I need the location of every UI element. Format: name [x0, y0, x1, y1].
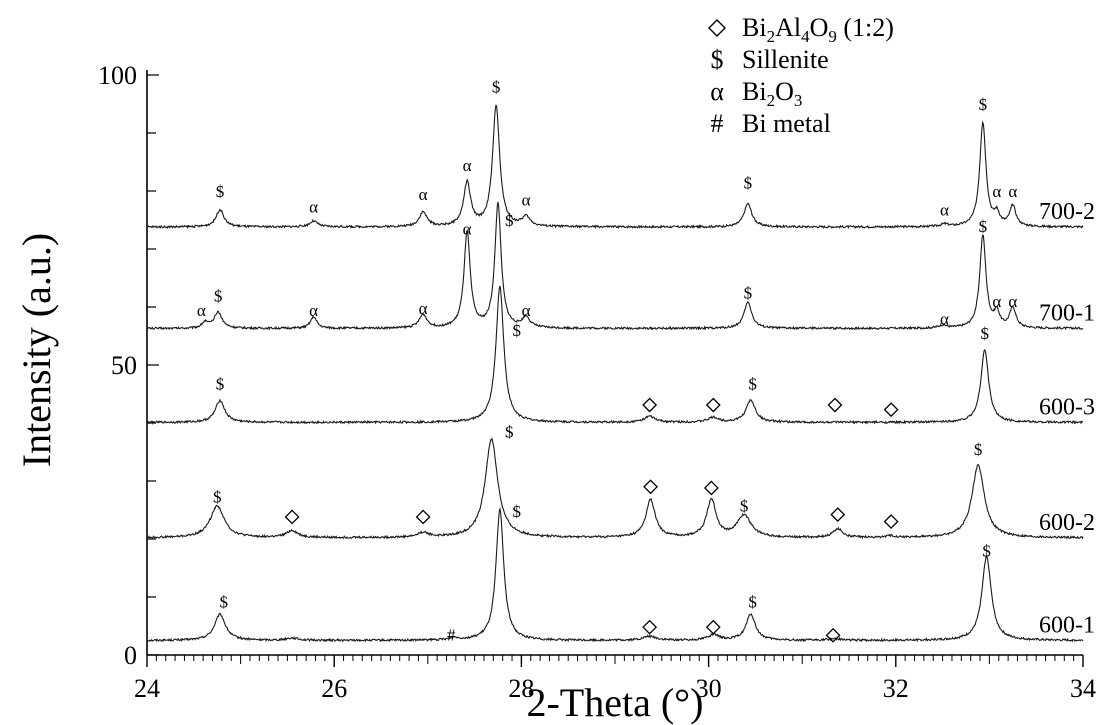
diamond-marker [883, 514, 899, 530]
sillenite-marker: $ [220, 593, 229, 612]
diamond-marker [703, 480, 719, 496]
sillenite-marker: $ [512, 502, 521, 521]
sillenite-marker: $ [216, 182, 225, 201]
diamond-marker [643, 479, 658, 495]
x-tick-label: 30 [696, 674, 722, 703]
alpha-marker: α [197, 301, 206, 320]
alpha-marker: α [463, 156, 472, 175]
y-tick-label: 100 [98, 61, 137, 90]
legend-entry: Bi2Al4O9 (1:2) [742, 13, 894, 46]
series-labels: 600-1 600-2 600-3 700-1 700-2 [1039, 199, 1095, 639]
series-line-700-1 [146, 201, 1084, 331]
chart-series [146, 104, 1084, 643]
alpha-marker: α [522, 301, 531, 320]
bi-metal-marker: # [447, 626, 456, 645]
diamond-marker [705, 397, 721, 413]
x-tick-label: 34 [1070, 674, 1096, 703]
sillenite-marker: $ [492, 78, 501, 97]
x-tick-label: 26 [321, 674, 347, 703]
alpha-marker: α [940, 201, 949, 220]
series-line-600-3 [146, 285, 1084, 425]
legend-entry: Sillenite [742, 45, 829, 74]
diamond-marker [642, 619, 658, 635]
alpha-marker: α [992, 182, 1001, 201]
sillenite-marker: $ [214, 286, 223, 305]
legend: Bi2Al4O9 (1:2) $ Sillenite α Bi2O3 # Bi metal [708, 13, 894, 138]
sillenite-marker: $ [505, 423, 514, 442]
legend-diamond-icon [708, 19, 726, 37]
sillenite-marker: $ [744, 173, 753, 192]
alpha-marker: α [463, 220, 472, 239]
diamond-marker [415, 509, 431, 525]
diamond-marker [830, 507, 846, 523]
y-tick-label: 0 [124, 641, 137, 670]
sillenite-marker: $ [505, 211, 514, 230]
x-tick-label: 32 [883, 674, 909, 703]
legend-symbol: α [710, 77, 724, 106]
legend-symbol: $ [711, 45, 724, 74]
series-line-600-2 [146, 437, 1084, 540]
chart-axes: 24 26 28 30 32 34 0 50 100 [98, 61, 1096, 703]
sillenite-marker: $ [748, 593, 757, 612]
alpha-marker: α [992, 292, 1001, 311]
legend-entry: Bi metal [742, 109, 831, 138]
sillenite-marker: $ [974, 440, 983, 459]
y-tick-label: 50 [111, 351, 137, 380]
diamond-marker [825, 627, 841, 643]
sillenite-marker: $ [982, 542, 991, 561]
series-line-700-2 [146, 104, 1084, 230]
alpha-marker: α [419, 185, 428, 204]
diamond-marker [642, 397, 658, 413]
series-label: 700-2 [1039, 199, 1095, 225]
diamond-marker [284, 509, 300, 525]
alpha-marker: α [309, 198, 318, 217]
legend-symbol: # [711, 109, 724, 138]
alpha-marker: α [940, 310, 949, 329]
x-tick-label: 24 [134, 674, 160, 703]
series-label: 700-1 [1039, 300, 1095, 326]
alpha-marker: α [419, 299, 428, 318]
x-axis-title: 2-Theta (°) [526, 680, 703, 725]
series-line-600-1 [146, 506, 1084, 643]
y-axis-title: Intensity (a.u.) [14, 233, 59, 467]
sillenite-marker: $ [748, 375, 757, 394]
alpha-marker: α [1008, 292, 1017, 311]
sillenite-marker: $ [512, 321, 521, 340]
peak-markers: $#$$$$$$$$$$$α$α αα $α$α$α α$ααα$α$α$α α [197, 78, 1018, 645]
diamond-marker [705, 619, 721, 635]
sillenite-marker: $ [213, 488, 222, 507]
sillenite-marker: $ [979, 95, 988, 114]
sillenite-marker: $ [979, 217, 988, 236]
diamond-marker [883, 402, 899, 418]
diamond-marker [827, 397, 843, 413]
alpha-marker: α [309, 301, 318, 320]
legend-entry: Bi2O3 [742, 77, 802, 110]
sillenite-marker: $ [216, 375, 225, 394]
alpha-marker: α [1008, 182, 1017, 201]
sillenite-marker: $ [744, 284, 753, 303]
series-label: 600-3 [1039, 394, 1095, 420]
alpha-marker: α [522, 191, 531, 210]
x-tick-label: 28 [508, 674, 534, 703]
sillenite-marker: $ [980, 324, 989, 343]
sillenite-marker: $ [740, 496, 749, 515]
series-label: 600-1 [1039, 613, 1095, 639]
series-label: 600-2 [1039, 510, 1095, 536]
